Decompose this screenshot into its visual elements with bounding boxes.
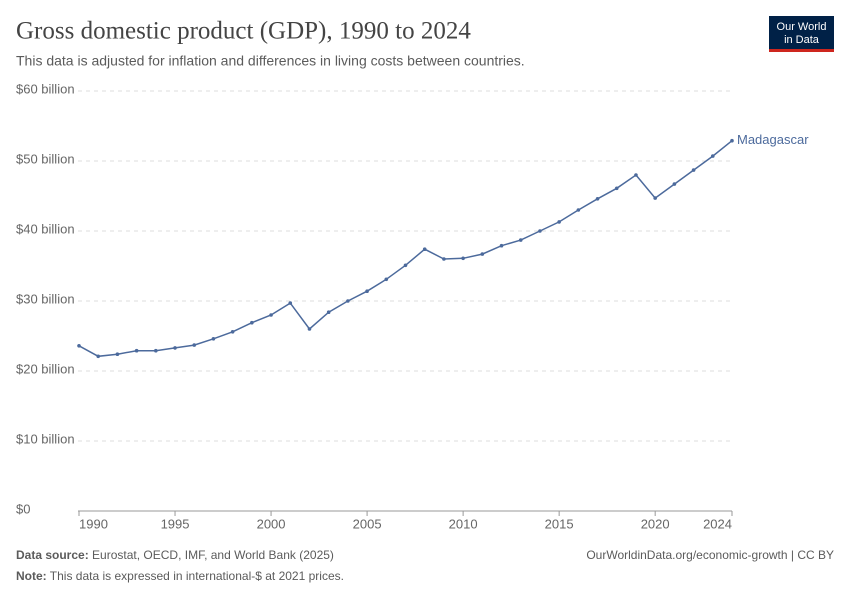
data-point	[96, 354, 101, 359]
data-point	[326, 310, 331, 315]
logo-text: Our World	[777, 21, 827, 33]
data-point	[288, 301, 293, 305]
data-point	[518, 238, 523, 242]
data-point	[691, 168, 696, 172]
data-point	[211, 337, 216, 341]
x-tick-label: 1995	[161, 516, 190, 531]
data-point	[77, 344, 81, 348]
data-point	[384, 277, 389, 282]
source-text: Eurostat, OECD, IMF, and World Bank (202…	[92, 548, 334, 562]
x-tick-label: 2024	[703, 516, 732, 531]
logo[interactable]	[769, 16, 834, 52]
footer-source: Data source: Eurostat, OECD, IMF, and Wo…	[16, 548, 334, 562]
y-tick-label: $0	[16, 501, 30, 516]
data-point	[499, 243, 504, 248]
data-point	[173, 346, 177, 350]
data-point	[614, 186, 619, 191]
x-tick-label: 2010	[449, 516, 478, 531]
y-tick-label: $10 billion	[16, 431, 75, 446]
data-point	[250, 320, 254, 325]
footer-url[interactable]: OurWorldinData.org/economic-growth | CC …	[586, 548, 834, 562]
data-point	[480, 252, 485, 256]
data-point	[365, 289, 369, 294]
x-tick-label: 1990	[79, 516, 108, 531]
source-label: Data source:	[16, 548, 89, 562]
chart-subtitle: This data is adjusted for inflation and …	[16, 53, 525, 69]
chart-title: Gross domestic product (GDP), 1990 to 20…	[16, 18, 471, 45]
y-tick-label: $20 billion	[16, 361, 75, 376]
y-tick-label: $40 billion	[16, 221, 75, 236]
footer-note: Note: This data is expressed in internat…	[16, 569, 344, 583]
data-point	[134, 348, 139, 353]
y-tick-label: $60 billion	[16, 81, 75, 96]
x-tick-label: 2020	[641, 516, 670, 531]
x-tick-label: 2005	[353, 516, 382, 531]
data-point	[442, 257, 446, 261]
series-label: Madagascar	[737, 132, 809, 147]
data-point	[154, 348, 158, 353]
data-point	[653, 196, 657, 200]
data-point	[192, 343, 197, 347]
data-point	[346, 299, 350, 303]
data-point	[730, 138, 734, 143]
data-point	[595, 197, 600, 201]
data-point	[403, 263, 408, 268]
logo-text: in Data	[784, 34, 820, 46]
data-point	[307, 327, 312, 331]
logo-bar	[769, 49, 834, 52]
data-point	[461, 256, 465, 261]
x-tick-label: 2015	[545, 516, 574, 531]
data-point	[557, 220, 561, 224]
x-tick-label: 2000	[257, 516, 286, 531]
series-line	[78, 140, 733, 358]
data-point	[538, 229, 542, 233]
data-point	[115, 352, 120, 357]
data-point	[634, 173, 638, 177]
data-point	[422, 247, 427, 251]
data-point	[710, 154, 715, 158]
y-tick-label: $50 billion	[16, 151, 75, 166]
data-point	[269, 313, 273, 317]
y-tick-label: $30 billion	[16, 291, 75, 306]
data-point	[576, 208, 581, 212]
data-point	[672, 182, 677, 186]
note-label: Note:	[16, 569, 47, 583]
data-point	[230, 330, 235, 334]
note-text: This data is expressed in international-…	[50, 569, 344, 583]
